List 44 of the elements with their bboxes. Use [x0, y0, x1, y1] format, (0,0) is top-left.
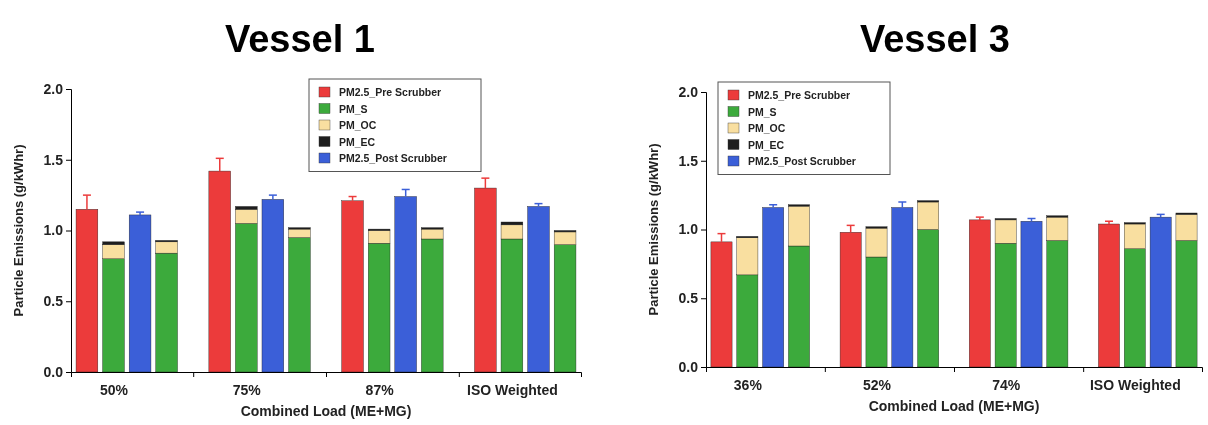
y-axis-title: Particle Emissions (g/kWhr) — [646, 143, 661, 316]
bar — [261, 199, 284, 373]
y-axis-title: Particle Emissions (g/kWhr) — [11, 144, 26, 317]
legend-label: PM_EC — [748, 138, 785, 151]
legend-label: PM2.5_Pre Scrubber — [748, 89, 851, 101]
bar — [341, 200, 364, 373]
legend-label: PM2.5_Post Scrubber — [339, 152, 447, 164]
legend-label: PM_OC — [748, 122, 786, 134]
y-tick-label: 2.0 — [43, 80, 64, 97]
x-tick-label: 52% — [862, 377, 892, 394]
x-tick-label: ISO Weighted — [467, 382, 558, 399]
legend-label: PM_S — [339, 102, 368, 115]
bar — [1149, 216, 1172, 368]
legend-label: PM2.5_Pre Scrubber — [339, 86, 442, 98]
y-tick-label: 1.5 — [43, 151, 64, 168]
bar — [128, 214, 152, 373]
bar — [762, 207, 784, 368]
y-tick-label: 1.0 — [43, 222, 64, 239]
x-axis-title: Combined Load (ME+MG) — [240, 403, 412, 419]
bar — [891, 207, 914, 368]
x-tick-label: 50% — [99, 382, 129, 399]
x-tick-label: 36% — [733, 377, 763, 394]
y-tick-label: 0.0 — [43, 363, 64, 380]
y-tick-label: 1.5 — [678, 152, 699, 169]
bar — [1020, 221, 1043, 368]
y-tick-label: 0.0 — [678, 358, 699, 375]
bar — [1098, 223, 1120, 368]
x-tick-label: 74% — [992, 377, 1021, 394]
chart-title: Vessel 3 — [859, 18, 1011, 60]
x-tick-label: ISO Weighted — [1089, 377, 1181, 394]
y-tick-label: 0.5 — [678, 290, 699, 307]
bar — [969, 219, 991, 368]
legend-label: PM2.5_Post Scrubber — [748, 155, 856, 167]
legend-label: PM_OC — [339, 119, 377, 131]
legend-label: PM_EC — [339, 135, 376, 148]
chart-title: Vessel 1 — [224, 18, 376, 60]
x-tick-label: 87% — [365, 382, 395, 399]
x-tick-label: 75% — [232, 382, 262, 399]
x-axis-title: Combined Load (ME+MG) — [868, 398, 1040, 414]
legend-label: PM_S — [748, 105, 777, 118]
y-tick-label: 0.5 — [43, 293, 64, 310]
y-tick-label: 2.0 — [678, 83, 699, 100]
y-tick-label: 1.0 — [678, 221, 699, 238]
bar — [527, 206, 550, 373]
